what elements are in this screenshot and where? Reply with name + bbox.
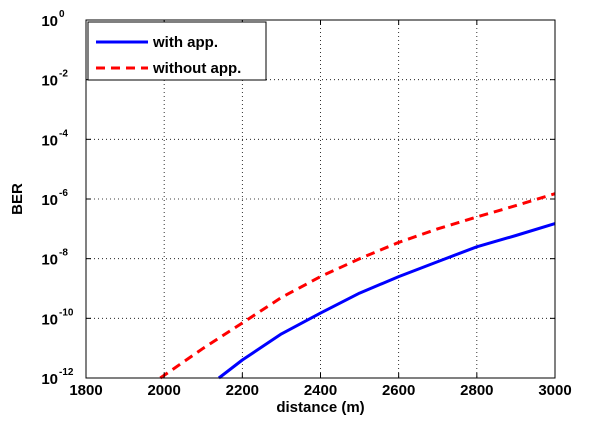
y-tick-base: 10 (41, 311, 58, 328)
y-tick-base: 10 (41, 371, 58, 388)
series-line-without-app (159, 192, 556, 380)
y-tick-exponent: -2 (59, 69, 68, 80)
legend-box (87, 21, 267, 81)
x-tick-label: 2800 (460, 382, 493, 399)
series-lines (159, 192, 556, 380)
x-tick-label: 2200 (226, 382, 259, 399)
y-tick-base: 10 (41, 73, 58, 90)
y-tick-exponent: 0 (59, 9, 65, 20)
y-tick-label: 10 -2 (41, 69, 68, 90)
y-tick-exponent: -6 (59, 188, 68, 199)
y-tick-label: 10 -4 (41, 128, 68, 149)
x-tick-label: 1800 (69, 382, 102, 399)
y-tick-base: 10 (41, 192, 58, 209)
legend-label-without-app: without app. (152, 60, 241, 77)
x-axis-title: distance (m) (276, 399, 364, 416)
legend: with app. without app. (87, 21, 267, 81)
y-tick-label: 10 -8 (41, 248, 68, 269)
x-tick-label: 3000 (538, 382, 571, 399)
y-tick-label: 10 0 (41, 9, 65, 30)
y-tick-label: 10 -10 (41, 307, 74, 328)
y-tick-exponent: -10 (59, 307, 74, 318)
y-tick-base: 10 (41, 132, 58, 149)
x-tick-label: 2000 (147, 382, 180, 399)
y-axis-title: BER (9, 183, 26, 215)
series-line-with-app (217, 222, 556, 380)
y-tick-base: 10 (41, 252, 58, 269)
x-tick-label: 2600 (382, 382, 415, 399)
y-tick-exponent: -8 (59, 248, 68, 259)
y-tick-base: 10 (41, 13, 58, 30)
y-tick-label: 10 -6 (41, 188, 68, 209)
y-tick-exponent: -4 (59, 128, 68, 139)
x-tick-label: 2400 (304, 382, 337, 399)
y-tick-exponent: -12 (59, 367, 74, 378)
legend-label-with-app: with app. (152, 34, 218, 51)
y-tick-label: 10 -12 (41, 367, 74, 388)
